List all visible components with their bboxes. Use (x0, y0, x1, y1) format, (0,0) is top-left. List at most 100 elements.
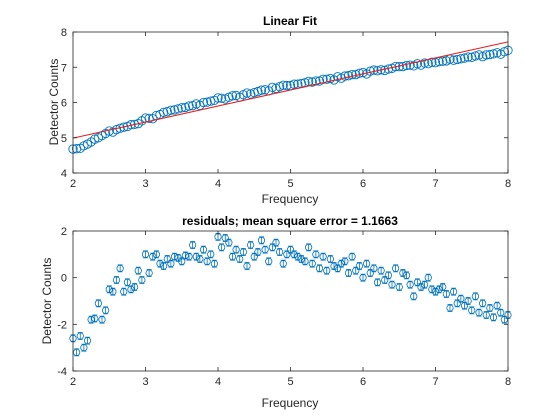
plot2-data-point (446, 304, 454, 312)
plot1-data-layer (68, 45, 513, 154)
plot1-data-point (311, 76, 321, 86)
plot2-data-point (319, 252, 327, 261)
plot2-data-point (290, 250, 298, 259)
plot2-data-point (192, 252, 200, 261)
plot2-data-point (254, 248, 262, 256)
plot2-data-point (156, 259, 164, 268)
plot2-data-point (80, 343, 88, 352)
plot2-data-point (123, 278, 131, 287)
plot2-data-point (112, 276, 121, 284)
plot2-data-point (435, 285, 443, 294)
plot2-data-point (439, 283, 447, 291)
plot1-ticks: 2 3 4 5 6 7 8 4 5 6 7 8 (61, 27, 511, 190)
plot1-x-tick-label: 6 (360, 178, 366, 190)
plot2-data-point (308, 259, 316, 268)
plot2-data-point (203, 257, 211, 266)
plot2-data-point (330, 262, 338, 270)
plot2-data-point (141, 250, 150, 259)
plot2-data-point (160, 262, 168, 270)
plot1-data-point (242, 88, 252, 98)
plot2-x-tick-label: 4 (215, 376, 221, 388)
plot2-data-point (301, 257, 309, 266)
plot1-x-axis-label: Frequency (262, 192, 319, 206)
plot2-data-point (196, 255, 204, 263)
plot1-y-tick-label: 4 (61, 168, 67, 180)
plot2-data-point (377, 266, 385, 275)
plot2-data-point (247, 241, 255, 249)
plot2-data-point (199, 245, 208, 254)
plot2-data-point (370, 264, 378, 273)
plot2-data-point (500, 315, 508, 324)
plot2-data-point (276, 248, 284, 256)
plot2-data-point (232, 245, 240, 254)
plot2-data-point (323, 266, 331, 275)
plot2-data-point (471, 292, 479, 301)
plot2-data-point (189, 241, 197, 249)
plot2-x-tick-label: 2 (70, 376, 76, 388)
plot2-data-point (152, 250, 160, 259)
plot2-data-point (334, 264, 342, 273)
plot2-data-point (450, 287, 458, 296)
plot1-data-point (318, 74, 328, 84)
plot2-x-tick-label: 3 (142, 376, 148, 388)
plot2-data-point (185, 252, 193, 261)
plot1-data-point (169, 105, 180, 115)
plot2-data-point (105, 285, 113, 294)
plot1-axes-box (72, 31, 509, 174)
plot2-data-point (294, 252, 302, 261)
plot2-data-point (87, 315, 95, 324)
plot1-data-point (202, 97, 212, 107)
plot1-data-point (184, 101, 194, 111)
plot1-data-point (456, 54, 466, 64)
plot2-data-point (355, 262, 363, 270)
plot1-data-point (459, 53, 470, 63)
plot1-data-point (427, 57, 437, 67)
plot1-data-point (485, 49, 495, 60)
plot2-data-point (388, 280, 396, 289)
plot2-x-tick-label: 7 (432, 376, 438, 388)
plot2-data-point (138, 276, 146, 284)
plot2-data-point (442, 290, 450, 298)
plot2-data-point (73, 348, 81, 357)
plot2-x-tick-label: 6 (360, 376, 366, 388)
plot2-data-point (272, 238, 280, 247)
plot2-data-point (392, 264, 400, 273)
plot2-data-point (94, 299, 102, 308)
plot1-x-tick-label: 4 (215, 178, 221, 190)
plot2-data-point (424, 273, 432, 282)
plot1-data-point (213, 93, 223, 103)
plot2-data-point (428, 285, 436, 294)
plot2-x-tick-label: 5 (287, 376, 293, 388)
plot2-data-point (486, 304, 494, 312)
plot2-data-point (410, 292, 418, 301)
plot2-data-point (257, 236, 266, 245)
plot2-data-point (326, 255, 334, 263)
plot1-x-tick-label: 8 (505, 178, 511, 190)
plot2-data-point (149, 252, 157, 261)
plot2-data-point (102, 306, 110, 315)
plot2-data-point (174, 253, 182, 262)
plot2-data-point (482, 311, 490, 319)
plot2-data-point (91, 314, 99, 323)
plot2-data-point (167, 259, 175, 268)
plot2-data-point (417, 283, 425, 291)
plot2-data-point (131, 283, 139, 291)
plot2-data-point (279, 259, 287, 268)
plot2-data-point (134, 266, 142, 275)
plot2-data-point (170, 252, 179, 261)
plot1-title: Linear Fit (263, 14, 317, 28)
plot2-x-tick-label: 8 (505, 376, 511, 388)
plot2-data-point (312, 250, 320, 259)
plot2-data-point (341, 257, 349, 266)
linear-fit-plot: Linear Fit 2 3 4 5 6 7 8 4 5 6 7 8 Frequency Detect… (47, 14, 513, 206)
plot2-data-point (395, 283, 403, 291)
plot2-data-point (489, 313, 498, 322)
plot1-data-point (260, 85, 270, 95)
plot2-data-point (120, 287, 128, 296)
plot2-data-point (221, 234, 229, 242)
plot2-data-point (243, 262, 251, 270)
plot2-data-point (475, 308, 483, 317)
plot2-data-point (421, 280, 429, 289)
plot2-data-point (268, 243, 276, 252)
plot2-data-point (315, 264, 324, 273)
